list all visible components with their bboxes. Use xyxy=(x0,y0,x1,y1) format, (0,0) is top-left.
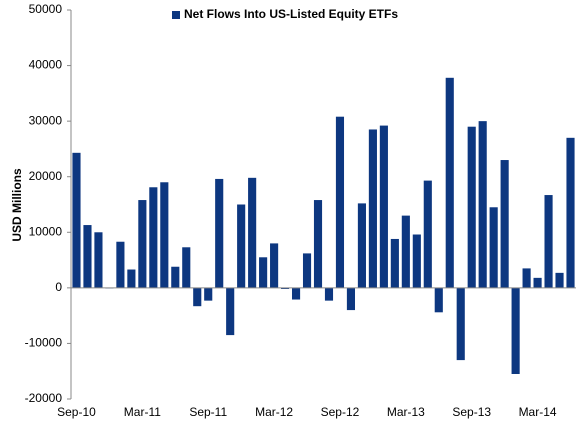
bar xyxy=(160,182,169,288)
bar xyxy=(72,152,81,288)
x-tick-label: Sep-11 xyxy=(189,405,227,419)
bar xyxy=(390,238,399,288)
bar xyxy=(94,232,103,288)
bar xyxy=(116,241,125,288)
y-tick-label: 0 xyxy=(55,280,62,294)
x-tick-label: Mar-14 xyxy=(519,405,557,419)
bar xyxy=(313,200,323,288)
bar xyxy=(533,277,542,288)
bar xyxy=(445,77,454,288)
bar xyxy=(149,187,158,288)
bar xyxy=(434,287,443,313)
x-tick-label: Mar-11 xyxy=(124,405,161,419)
bar xyxy=(248,177,257,288)
bar xyxy=(193,287,202,307)
bar xyxy=(456,287,465,361)
bar xyxy=(226,287,235,336)
bar xyxy=(281,287,290,289)
x-tick-label: Sep-13 xyxy=(452,405,491,419)
bar xyxy=(357,203,366,288)
bar xyxy=(138,200,147,288)
bar xyxy=(259,257,268,288)
bar xyxy=(302,253,312,288)
y-tick-label: -10000 xyxy=(25,336,63,350)
legend-label: Net Flows Into US-Listed Equity ETFs xyxy=(184,7,398,21)
bar xyxy=(566,137,575,288)
y-tick-label: 20000 xyxy=(29,169,63,183)
bar xyxy=(215,178,224,288)
bar xyxy=(171,266,180,288)
bar xyxy=(478,121,487,288)
bar xyxy=(335,116,345,288)
bar xyxy=(423,180,432,288)
bar xyxy=(511,287,520,374)
y-axis-label: USD Millions xyxy=(10,168,24,242)
bar xyxy=(270,243,279,288)
bar xyxy=(522,268,531,288)
bar xyxy=(127,269,136,288)
y-tick-label: 30000 xyxy=(29,113,63,127)
bar xyxy=(379,125,388,288)
y-tick-label: -20000 xyxy=(25,391,63,405)
bar xyxy=(83,225,92,288)
x-tick-label: Sep-12 xyxy=(321,405,360,419)
bar xyxy=(182,247,191,288)
bar xyxy=(324,287,334,301)
bar xyxy=(291,287,301,300)
bar xyxy=(346,287,356,311)
y-tick-label: 40000 xyxy=(29,58,63,72)
y-tick-label: 10000 xyxy=(29,224,63,238)
x-tick-label: Mar-13 xyxy=(387,405,425,419)
bar xyxy=(544,195,553,288)
y-tick-label: 50000 xyxy=(29,2,63,16)
bar xyxy=(489,207,498,288)
bar xyxy=(500,160,509,288)
bar xyxy=(467,126,476,288)
x-tick-label: Sep-10 xyxy=(57,405,96,419)
bar xyxy=(555,272,564,288)
legend-swatch xyxy=(172,11,180,19)
bar xyxy=(204,287,213,301)
bar xyxy=(401,215,410,288)
bar xyxy=(412,234,421,288)
x-tick-label: Mar-12 xyxy=(255,405,293,419)
bar xyxy=(237,204,246,288)
bar xyxy=(368,129,377,288)
